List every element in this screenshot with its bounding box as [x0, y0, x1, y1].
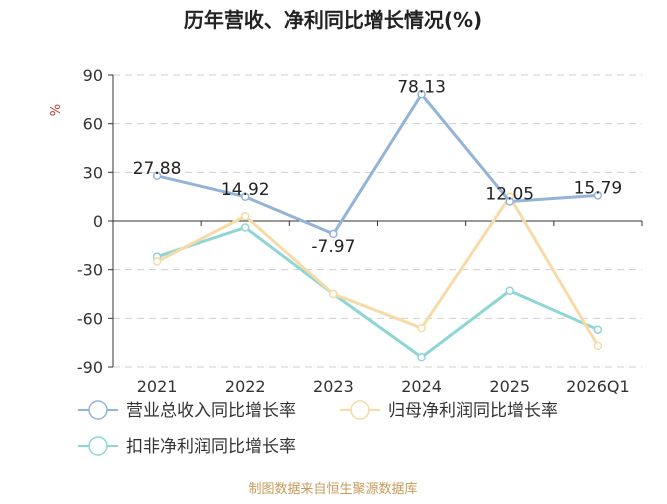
- legend-marker: [88, 400, 108, 420]
- data-label: 15.79: [574, 178, 623, 198]
- data-label: 12.05: [485, 184, 534, 204]
- y-axis-label: %: [49, 104, 64, 116]
- legend-label: 归母净利润同比增长率: [388, 401, 558, 421]
- data-label: 14.92: [221, 180, 270, 200]
- data-point: [505, 286, 514, 296]
- data-point: [417, 353, 426, 362]
- x-tick-label: 2021: [137, 377, 178, 396]
- data-point: [505, 197, 514, 206]
- data-point: [241, 192, 250, 202]
- data-point: [417, 323, 426, 333]
- y-tick-label: -90: [77, 358, 103, 377]
- y-tick-label: 30: [83, 163, 103, 182]
- data-point: [417, 90, 426, 99]
- data-point: [329, 229, 338, 239]
- data-point: [152, 171, 162, 181]
- data-point: [241, 223, 250, 232]
- y-tick-label: 60: [83, 115, 103, 134]
- y-tick-label: 90: [83, 66, 103, 85]
- x-tick-label: 2026Q1: [566, 377, 630, 396]
- y-tick-label: -60: [77, 309, 103, 328]
- chart-title: 历年营收、净利同比增长情况(%): [184, 8, 482, 32]
- data-point: [593, 341, 603, 351]
- series-line-1: [156, 92, 599, 236]
- x-tick-label: 2022: [225, 377, 266, 396]
- series-line-3: [156, 225, 599, 359]
- legend-marker: [88, 436, 108, 456]
- legend-marker: [350, 400, 370, 420]
- legend-label: 扣非净利润同比增长率: [126, 437, 296, 457]
- data-point: [329, 289, 338, 299]
- series-line-2: [156, 195, 600, 347]
- legend-label: 营业总收入同比增长率: [126, 401, 296, 421]
- y-tick-label: -30: [77, 261, 103, 280]
- data-label: 78.13: [397, 77, 446, 97]
- x-tick-label: 2025: [489, 377, 530, 396]
- data-label: -7.97: [311, 237, 355, 257]
- data-point: [593, 191, 603, 200]
- x-tick-label: 2023: [313, 377, 354, 396]
- data-point: [152, 257, 162, 266]
- data-point: [593, 325, 603, 334]
- data-label: 27.88: [133, 159, 182, 179]
- data-point: [241, 211, 250, 221]
- y-tick-label: 0: [93, 212, 103, 231]
- source-text: 制图数据来自恒生聚源数据库: [248, 481, 417, 497]
- x-tick-label: 2024: [401, 377, 442, 396]
